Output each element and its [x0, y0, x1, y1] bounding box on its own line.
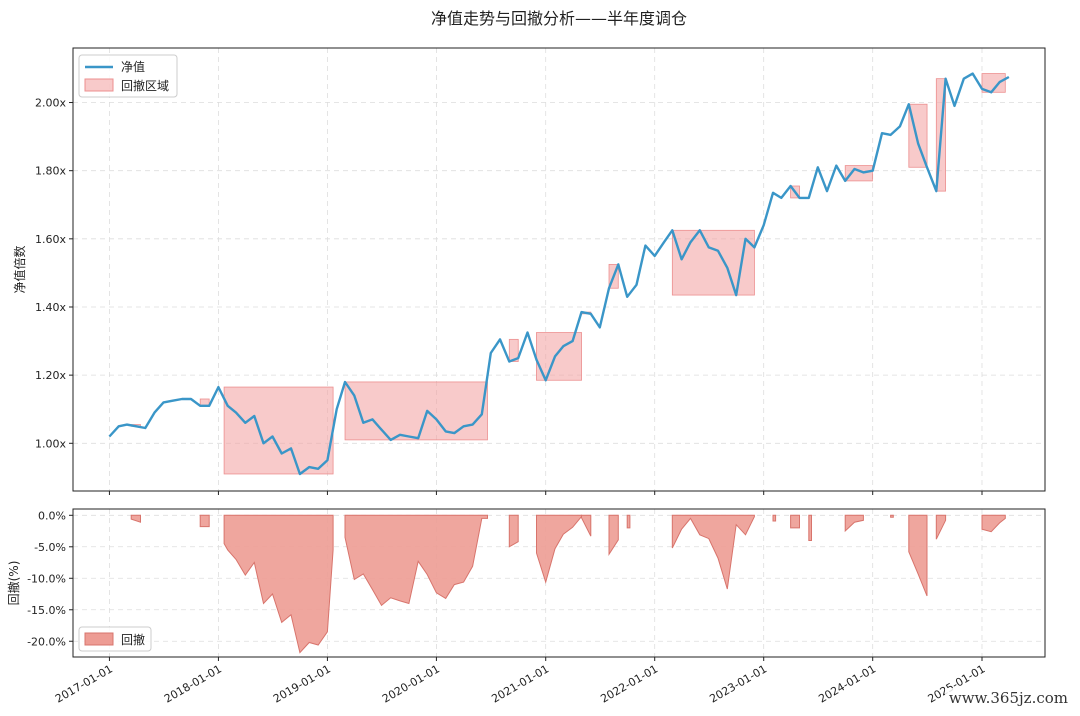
drawdown-region — [344, 381, 488, 441]
top-axes-frame — [72, 47, 1046, 492]
top-ytick-label: 1.80x — [35, 165, 66, 178]
drawdown-area — [671, 514, 755, 590]
bottom-ytick-label: -5.0% — [34, 541, 66, 554]
drawdown-area — [844, 514, 864, 533]
drawdown-area — [890, 514, 894, 518]
legend-drawdown-swatch — [84, 78, 114, 92]
bottom-ytick-label: 0.0% — [38, 509, 66, 522]
drawdown-area — [608, 514, 619, 556]
xtick-label: 2022-01-01 — [598, 662, 660, 705]
chart-title: 净值走势与回撤分析——半年度调仓 — [431, 9, 687, 28]
top-ytick-label: 1.60x — [35, 233, 66, 246]
drawdown-area — [808, 514, 812, 541]
bottom-ytick-label: -20.0% — [27, 635, 66, 648]
drawdown-area — [790, 514, 800, 529]
drawdown-region — [844, 165, 873, 182]
bottom-ytick-label: -15.0% — [27, 604, 66, 617]
legend-drawdown-label: 回撤区域 — [121, 78, 169, 93]
drawdown-area — [626, 514, 631, 529]
drawdown-area — [981, 514, 1006, 533]
drawdown-area — [772, 514, 777, 522]
top-ytick-label: 2.00x — [35, 97, 66, 110]
drawdown-area — [908, 514, 928, 597]
bottom-axes-frame — [72, 508, 1046, 658]
drawdown-area — [536, 514, 582, 584]
xtick-label: 2020-01-01 — [380, 662, 442, 705]
xtick-label: 2017-01-01 — [53, 662, 115, 705]
drawdown-region — [981, 73, 1006, 93]
xtick-label: 2019-01-01 — [271, 662, 333, 705]
bottom-ytick-label: -10.0% — [27, 572, 66, 585]
top-ylabel: 净值倍数 — [12, 245, 27, 293]
drawdown-region — [508, 338, 519, 362]
legend-dd-label: 回撤 — [121, 632, 145, 647]
drawdown-region — [223, 386, 334, 475]
legend-nav-label: 净值 — [121, 59, 145, 74]
xtick-label: 2024-01-01 — [816, 662, 878, 705]
xtick-label: 2023-01-01 — [707, 662, 769, 705]
top-ytick-label: 1.20x — [35, 369, 66, 382]
drawdown-area — [130, 514, 141, 523]
drawdown-area — [344, 514, 488, 607]
xtick-label: 2018-01-01 — [162, 662, 224, 705]
xtick-label: 2021-01-01 — [489, 662, 551, 705]
bottom-ylabel: 回撤(%) — [6, 561, 21, 606]
legend-dd-swatch — [84, 632, 114, 646]
drawdown-area — [223, 514, 334, 654]
top-ytick-label: 1.00x — [35, 437, 66, 450]
drawdown-area — [199, 514, 210, 528]
drawdown-area — [935, 514, 947, 540]
drawdown-area — [508, 514, 519, 548]
top-ytick-label: 1.40x — [35, 301, 66, 314]
drawdown-area — [581, 514, 592, 537]
nav-line — [108, 72, 1010, 476]
watermark-text: www.365jz.com — [944, 688, 1072, 708]
